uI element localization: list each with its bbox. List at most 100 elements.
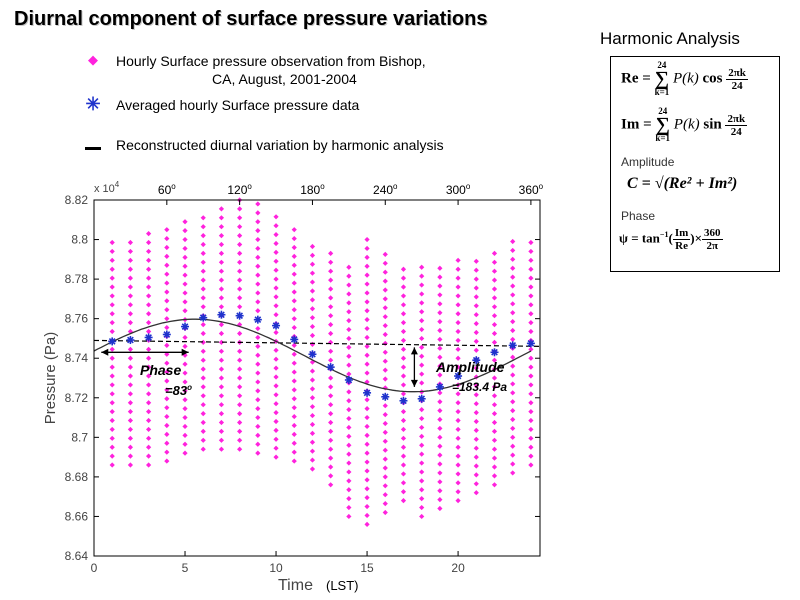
observation-point [328, 473, 334, 479]
observation-point [437, 425, 443, 432]
average-point [344, 375, 353, 384]
observation-point [273, 374, 279, 380]
observation-point [127, 239, 134, 246]
legend-observations-line2: CA, August, 2001-2004 [212, 71, 357, 87]
observation-point [109, 328, 115, 335]
observation-point [164, 253, 170, 259]
observation-point [273, 276, 279, 282]
observation-point [273, 285, 279, 291]
observation-point [109, 302, 115, 308]
observation-point [491, 339, 498, 345]
average-point [435, 382, 444, 391]
observation-point [309, 404, 316, 410]
observation-point [346, 273, 352, 279]
observation-point [291, 262, 297, 268]
observation-point [328, 339, 334, 345]
observation-point [182, 379, 188, 385]
observation-point [200, 322, 206, 328]
observation-point [400, 337, 407, 344]
observation-point [291, 227, 297, 233]
observation-point [291, 431, 297, 437]
observation-point [218, 339, 225, 345]
observation-point [328, 250, 334, 256]
observation-point [237, 366, 243, 372]
observation-point [182, 423, 188, 430]
observation-point [455, 284, 461, 290]
average-point [126, 336, 135, 345]
observation-point [218, 224, 225, 230]
observation-point [146, 293, 152, 299]
observation-point [346, 362, 352, 368]
observation-point [364, 272, 370, 278]
observation-point [346, 291, 352, 297]
observation-point [218, 357, 225, 363]
observation-point [127, 435, 134, 441]
observation-point [237, 357, 243, 363]
observation-point [146, 355, 152, 361]
observation-point [491, 268, 498, 274]
observation-point [109, 373, 115, 379]
observation-point [218, 419, 225, 426]
observation-point [437, 327, 443, 334]
observation-point [510, 292, 516, 298]
observation-point [491, 375, 498, 381]
average-point [108, 337, 117, 346]
observation-point [146, 417, 152, 424]
mean-pressure-line [93, 339, 541, 347]
observation-point [364, 325, 370, 332]
observation-point [382, 429, 388, 435]
observation-point [273, 303, 279, 309]
observation-point [255, 308, 261, 314]
observation-point [164, 280, 170, 286]
observation-point [437, 345, 443, 351]
harmonic-analysis-title: Harmonic Analysis [600, 29, 740, 48]
observation-point [273, 436, 279, 442]
observation-point [382, 483, 388, 489]
observation-point [182, 228, 188, 234]
observation-point [510, 372, 516, 378]
observation-point [291, 369, 297, 375]
observation-point [346, 398, 352, 404]
observation-point [182, 388, 188, 394]
observation-point [346, 433, 352, 439]
observation-point [182, 361, 188, 367]
legend-reconstructed-label: Reconstructed diurnal variation by harmo… [116, 137, 444, 153]
observation-point [400, 453, 407, 459]
observation-point [400, 373, 407, 379]
observation-point [437, 372, 443, 378]
y-scale-factor: x 104 [94, 180, 120, 195]
amplitude-arrowhead-top [410, 347, 418, 355]
observation-point [473, 392, 479, 398]
observation-point [237, 250, 243, 256]
observation-point [291, 253, 297, 259]
observation-point [437, 390, 443, 396]
observation-point [473, 436, 479, 442]
observation-point [328, 277, 334, 283]
observation-point [146, 382, 152, 388]
observation-point [273, 427, 279, 434]
observation-point [455, 489, 461, 495]
observation-point [491, 393, 498, 399]
observation-point [309, 412, 316, 419]
observation-point [200, 268, 206, 274]
observation-point [437, 505, 443, 512]
observation-point [437, 319, 443, 325]
observation-point [127, 302, 134, 308]
observation-point [328, 464, 334, 470]
observation-point [109, 275, 115, 281]
observation-point [146, 284, 152, 290]
observation-point [400, 435, 407, 441]
observation-point [510, 399, 516, 405]
observation-point [382, 260, 388, 266]
phase-arrowhead-right [181, 348, 189, 356]
observation-point [346, 451, 352, 457]
observation-point [491, 411, 498, 417]
average-point [454, 372, 463, 381]
observation-point [164, 449, 170, 455]
observation-point [364, 281, 370, 287]
observation-point [109, 462, 115, 468]
observation-point [473, 472, 479, 478]
observation-point [146, 373, 152, 379]
observation-point [364, 459, 370, 465]
y-tick-label: 8.78 [65, 272, 89, 286]
